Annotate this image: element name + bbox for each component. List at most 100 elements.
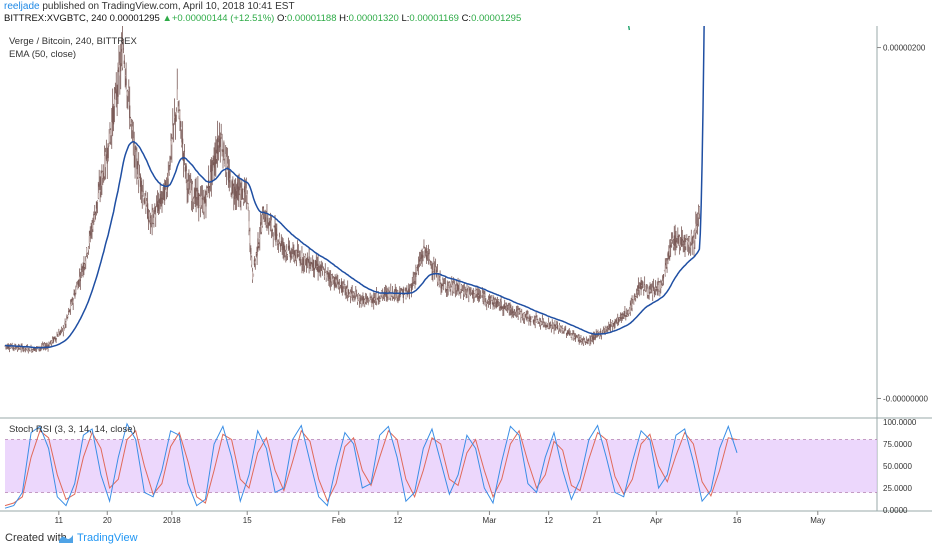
candle-body	[643, 290, 645, 291]
candle-body	[509, 306, 511, 312]
rsi-band	[5, 439, 877, 493]
candle-body	[130, 122, 133, 124]
candle-body	[243, 199, 245, 202]
candle-body	[444, 284, 447, 289]
candle-body	[686, 237, 688, 239]
candle-body	[420, 257, 422, 259]
candle-body	[113, 99, 116, 106]
candle-body	[147, 216, 150, 222]
candle-body	[7, 345, 9, 349]
candle-body	[217, 142, 220, 146]
candle-body	[166, 184, 168, 190]
candle-body	[350, 293, 352, 298]
candle-body	[90, 232, 92, 236]
candle-body	[649, 289, 651, 292]
candle-body	[465, 290, 467, 294]
candle-body	[143, 199, 145, 203]
candle-body	[543, 321, 545, 323]
candle-body	[434, 268, 436, 275]
candle-body	[260, 222, 262, 226]
rsi-tick-label: 75.0000	[883, 440, 912, 449]
candle-body	[540, 322, 543, 324]
candle-body	[461, 285, 463, 289]
candle-body	[436, 272, 439, 282]
candle-body	[641, 285, 643, 287]
candle-body	[593, 335, 596, 337]
candle-body	[663, 270, 665, 272]
candle-body	[339, 285, 342, 286]
candle-body	[511, 311, 513, 314]
candle-body	[618, 317, 620, 323]
tradingview-brand[interactable]: TradingView	[77, 532, 138, 544]
candle-body	[295, 250, 298, 261]
candle-body	[366, 297, 369, 300]
candle-body	[347, 287, 349, 295]
candle-body	[176, 89, 178, 100]
candle-body	[8, 347, 11, 349]
candle-body	[67, 316, 69, 317]
candle-body	[534, 321, 536, 324]
candle-body	[293, 250, 295, 257]
candle-body	[10, 346, 12, 348]
candle-body	[633, 295, 635, 304]
candle-body	[278, 237, 281, 242]
candle-body	[281, 240, 283, 251]
candle-body	[329, 276, 331, 279]
candle-body	[473, 294, 475, 298]
candle-body	[91, 225, 93, 229]
candle-body	[141, 191, 143, 196]
time-tick-label: Feb	[332, 516, 346, 525]
candle-body	[684, 245, 686, 247]
candle-body	[394, 291, 396, 298]
candle-body	[484, 296, 486, 298]
candle-body	[302, 258, 304, 266]
candle-body	[557, 328, 560, 331]
candle-body	[114, 87, 116, 90]
candle-body	[222, 152, 224, 160]
candle-body	[697, 214, 700, 218]
candle-body	[192, 198, 194, 202]
candle-body	[174, 114, 177, 122]
candle-body	[26, 347, 29, 351]
chart-area[interactable]: 0.000020000.000018000.000016000.00001400…	[0, 0, 932, 526]
candle-body	[592, 336, 594, 340]
candle-body	[120, 63, 122, 72]
candle-body	[531, 316, 534, 318]
candle-body	[527, 313, 529, 317]
candle-body	[522, 314, 524, 316]
candle-body	[583, 340, 586, 342]
candle-body	[365, 297, 368, 299]
candle-body	[181, 142, 183, 146]
candle-body	[31, 349, 33, 352]
candle-body	[261, 215, 264, 227]
candle-body	[346, 288, 348, 293]
candle-body	[160, 197, 162, 204]
candle-body	[374, 298, 376, 301]
candle-body	[636, 291, 639, 293]
candle-body	[65, 321, 67, 324]
candle-body	[664, 265, 666, 276]
candle-body	[631, 300, 633, 309]
candle-body	[313, 268, 316, 271]
symbol-label: BITTREX:XVGBTC, 240	[4, 13, 107, 24]
candle-body	[673, 235, 675, 240]
candle-body	[238, 186, 240, 192]
candle-body	[441, 284, 443, 290]
candle-body	[638, 288, 640, 291]
candle-body	[252, 271, 254, 280]
candle-body	[83, 262, 85, 269]
candle-body	[95, 201, 98, 209]
candle-body	[140, 180, 142, 194]
candle-body	[586, 339, 588, 343]
candle-body	[164, 181, 167, 186]
candle-body	[551, 323, 553, 325]
candle-body	[24, 346, 26, 350]
candle-body	[573, 334, 575, 338]
candle-body	[510, 307, 512, 310]
candle-body	[102, 172, 104, 178]
candle-body	[561, 328, 563, 331]
candle-body	[46, 346, 48, 347]
candle-body	[330, 275, 333, 282]
author-link[interactable]: reeljade	[4, 1, 40, 12]
chart-svg[interactable]: 0.000020000.000018000.000016000.00001400…	[0, 0, 932, 526]
